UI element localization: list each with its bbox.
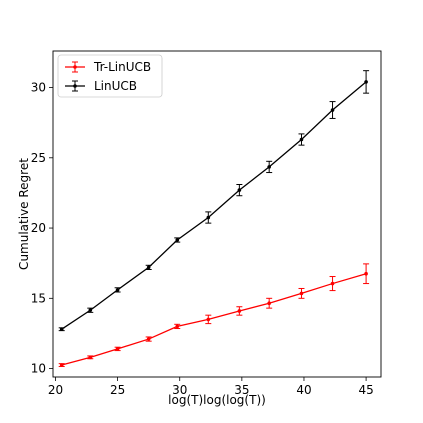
legend-marker (73, 65, 77, 69)
y-axis: 10 15 20 25 30 (31, 81, 53, 376)
legend-marker (73, 84, 77, 88)
x-tick-label: 40 (296, 383, 311, 397)
x-tick-label: 30 (172, 383, 187, 397)
plot-content (58, 70, 370, 367)
data-point (267, 165, 271, 169)
data-point (146, 265, 151, 270)
x-tick-label: 45 (358, 383, 373, 397)
y-tick-label: 15 (31, 291, 46, 305)
x-tick-label: 35 (234, 383, 249, 397)
x-axis: 20 25 30 35 40 45 (48, 377, 374, 397)
legend: Tr-LinUCB LinUCB (57, 54, 163, 98)
y-axis-label: Cumulative Regret (17, 158, 31, 270)
series-tr-linucb (58, 263, 370, 367)
data-point (59, 327, 64, 332)
data-point (267, 301, 271, 306)
data-point (175, 238, 180, 242)
legend-entry: LinUCB (65, 79, 137, 93)
x-axis-label: log(T)log(log(T)) (168, 393, 266, 407)
series-linucb (58, 70, 370, 332)
y-tick-label: 25 (31, 151, 46, 165)
legend-label: LinUCB (94, 79, 137, 93)
x-tick-label: 20 (48, 383, 63, 397)
data-point (330, 281, 335, 286)
series-line (61, 81, 367, 330)
y-tick-label: 10 (31, 362, 46, 376)
data-point (364, 80, 368, 84)
data-point (364, 271, 368, 276)
y-tick-label: 20 (31, 221, 46, 235)
data-point (175, 324, 180, 329)
y-tick-label: 30 (31, 81, 46, 95)
data-point (88, 355, 93, 360)
data-point (330, 108, 335, 112)
x-tick-label: 25 (110, 383, 125, 397)
data-point (299, 137, 304, 142)
data-point (206, 317, 211, 322)
data-point (59, 363, 64, 367)
data-point (88, 308, 93, 313)
data-point (115, 288, 120, 292)
data-point (146, 337, 151, 341)
data-point (237, 309, 242, 313)
data-point (299, 291, 304, 296)
legend-entry: Tr-LinUCB (65, 60, 151, 74)
data-point (206, 215, 211, 220)
plot-frame (52, 50, 382, 378)
data-point (237, 188, 242, 192)
data-point (115, 347, 120, 351)
series-line (61, 273, 367, 366)
legend-label: Tr-LinUCB (93, 60, 151, 74)
